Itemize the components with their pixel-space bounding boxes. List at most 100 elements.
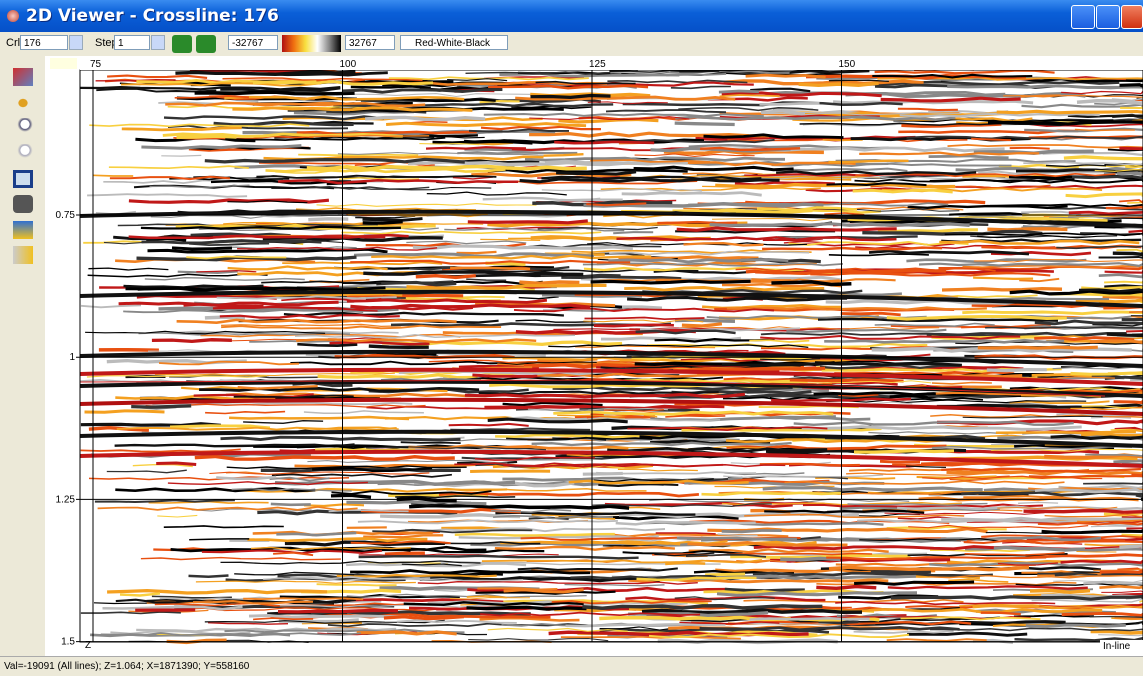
seismic-reflector xyxy=(229,417,409,419)
x-axis-name: In-line xyxy=(1103,641,1131,652)
crl-label: Crl xyxy=(6,37,20,49)
app-icon xyxy=(7,10,19,22)
close-button[interactable] xyxy=(1121,5,1143,29)
status-bar: Val=-19091 (All lines); Z=1.064; X=18713… xyxy=(0,656,1143,675)
seismic-reflector xyxy=(656,533,716,534)
y-axis-name: Z xyxy=(85,640,91,651)
seismic-reflector xyxy=(705,574,745,575)
seismic-reflector xyxy=(760,103,820,104)
seismic-reflector xyxy=(504,590,584,592)
zoom-in-tool[interactable] xyxy=(13,118,33,136)
seismic-reflector xyxy=(480,101,520,102)
seismic-reflector xyxy=(719,91,759,92)
seismic-reflector xyxy=(675,123,735,124)
pick-tool[interactable] xyxy=(13,68,33,86)
y-tick-label: 1.5 xyxy=(61,637,75,648)
x-tick-label: 150 xyxy=(839,59,856,70)
seismic-reflector xyxy=(1120,84,1143,87)
y-tick-label: 0.75 xyxy=(56,210,76,221)
seismic-reflector xyxy=(751,279,791,280)
step-input[interactable]: 1 xyxy=(114,35,150,50)
seismic-reflector xyxy=(189,576,229,577)
seismic-reflector xyxy=(613,232,653,233)
minimize-button[interactable] xyxy=(1071,5,1095,29)
maximize-button[interactable] xyxy=(1096,5,1120,29)
snapshot-tool[interactable] xyxy=(13,195,33,213)
seismic-reflector xyxy=(622,307,662,308)
view-tool[interactable] xyxy=(13,94,33,112)
seismic-reflector xyxy=(677,228,897,230)
seismic-reflector xyxy=(99,350,159,351)
seismic-reflector xyxy=(317,584,397,585)
title-bar: 2D Viewer - Crossline: 176 xyxy=(0,0,1143,32)
seismic-reflector xyxy=(1122,318,1143,320)
seismic-reflector xyxy=(750,618,870,619)
seismic-reflector xyxy=(253,618,313,619)
seismic-reflector xyxy=(675,320,735,321)
seismic-reflector xyxy=(657,222,737,223)
seismic-reflector xyxy=(172,248,232,249)
seismic-reflector xyxy=(799,83,879,85)
help-tool[interactable] xyxy=(13,246,33,264)
seismic-reflector xyxy=(413,246,633,249)
seismic-reflector xyxy=(1030,591,1090,593)
seismic-reflector xyxy=(942,289,1062,290)
seismic-reflector xyxy=(973,278,1033,279)
color-bar xyxy=(282,35,341,52)
seismic-reflector xyxy=(519,282,579,283)
seismic-reflector xyxy=(978,347,1098,348)
seismic-reflector xyxy=(1107,334,1143,335)
seismic-reflector xyxy=(450,268,530,269)
seismic-reflector xyxy=(722,531,782,532)
y-tick-label: 1.25 xyxy=(56,494,76,505)
colortable-select[interactable]: Red-White-Black xyxy=(400,35,508,50)
properties-tool[interactable] xyxy=(13,221,33,239)
seismic-reflector xyxy=(1100,571,1143,573)
corner-box xyxy=(50,58,77,69)
step-spinner[interactable] xyxy=(151,35,165,50)
seismic-reflector xyxy=(1026,625,1126,627)
seismic-reflector xyxy=(997,111,1143,113)
seismic-reflector xyxy=(583,473,623,474)
seismic-reflector xyxy=(829,161,909,162)
seismic-reflector xyxy=(720,95,780,96)
seismic-reflector xyxy=(1117,173,1143,175)
x-tick-label: 75 xyxy=(90,59,102,70)
crl-input[interactable]: 176 xyxy=(20,35,68,50)
min-value-input[interactable]: -32767 xyxy=(228,35,278,50)
seismic-reflector xyxy=(1069,212,1143,214)
fit-tool[interactable] xyxy=(13,170,33,188)
seismic-reflector xyxy=(1010,148,1050,149)
seismic-reflector xyxy=(816,587,876,589)
seismic-reflector xyxy=(119,302,339,305)
seismic-reflector xyxy=(195,92,355,94)
crl-spinner[interactable] xyxy=(69,35,83,50)
zoom-out-tool[interactable] xyxy=(13,144,33,162)
seismic-reflector xyxy=(220,315,400,317)
seismic-reflector xyxy=(152,340,232,342)
x-tick-label: 125 xyxy=(589,59,606,70)
seismic-reflector xyxy=(426,147,526,148)
previous-button[interactable] xyxy=(172,35,192,53)
seismic-reflector xyxy=(271,504,311,505)
top-axis-strip xyxy=(80,56,1143,70)
seismic-reflector xyxy=(247,539,427,541)
seismic-reflector xyxy=(594,325,674,326)
seismic-reflector xyxy=(853,190,953,192)
seismic-reflector xyxy=(819,622,859,623)
next-button[interactable] xyxy=(196,35,216,53)
seismic-reflector xyxy=(544,154,584,156)
seismic-reflector xyxy=(369,346,429,347)
seismic-reflector xyxy=(549,632,809,635)
seismic-reflector xyxy=(987,229,1067,230)
seismic-reflector xyxy=(553,329,653,330)
seismic-reflector xyxy=(470,471,550,472)
seismic-reflector xyxy=(385,553,425,554)
seismic-reflector xyxy=(854,451,954,453)
seismic-reflector xyxy=(556,172,636,174)
seismic-reflector xyxy=(552,438,652,439)
seismic-reflector xyxy=(416,276,476,278)
max-value-input[interactable]: 32767 xyxy=(345,35,395,50)
